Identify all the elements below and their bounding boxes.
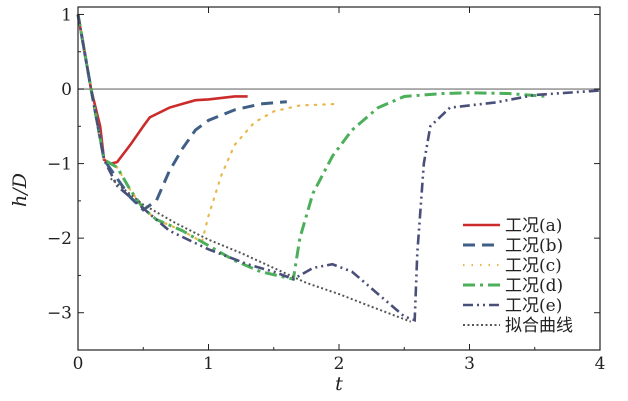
legend-label-0: 工况(a) — [505, 216, 562, 236]
legend-label-5: 拟合曲线 — [505, 316, 573, 336]
legend: 工况(a)工况(b)工况(c)工况(d)工况(e)拟合曲线 — [463, 216, 573, 336]
x-axis-label: t — [335, 373, 343, 395]
y-tick-label: 1 — [61, 5, 72, 25]
y-axis-label: h/D — [9, 173, 31, 207]
series-line-2 — [76, 13, 341, 244]
series-line-5 — [110, 177, 412, 323]
series-line-4 — [76, 14, 601, 322]
x-tick-label: 3 — [464, 354, 475, 374]
legend-label-2: 工况(c) — [505, 256, 562, 276]
x-tick-label: 4 — [595, 354, 606, 374]
series-line-3 — [76, 14, 548, 281]
legend-label-4: 工况(e) — [505, 296, 562, 316]
y-tick-label: −3 — [47, 304, 72, 324]
y-tick-label: −1 — [47, 155, 72, 175]
x-tick-label: 2 — [334, 354, 345, 374]
x-tick-label: 1 — [203, 354, 214, 374]
y-tick-label: −2 — [47, 229, 72, 249]
y-tick-label: 0 — [61, 80, 72, 100]
x-tick-label: 0 — [73, 354, 84, 374]
legend-label-3: 工况(d) — [505, 276, 563, 296]
series-line-1 — [76, 14, 287, 212]
legend-label-1: 工况(b) — [505, 236, 563, 256]
